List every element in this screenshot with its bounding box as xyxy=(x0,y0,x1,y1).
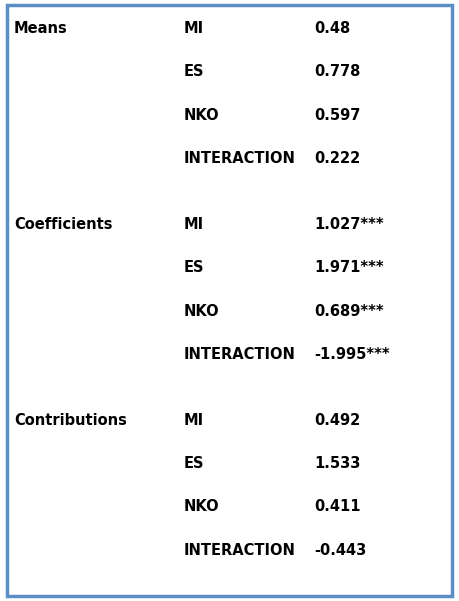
Text: MI: MI xyxy=(184,217,204,232)
Text: 0.48: 0.48 xyxy=(314,21,351,36)
Text: ES: ES xyxy=(184,260,204,275)
Text: INTERACTION: INTERACTION xyxy=(184,543,296,558)
Text: INTERACTION: INTERACTION xyxy=(184,151,296,166)
Text: MI: MI xyxy=(184,21,204,36)
Text: NKO: NKO xyxy=(184,499,219,514)
Text: Means: Means xyxy=(14,21,67,36)
Text: 1.971***: 1.971*** xyxy=(314,260,384,275)
Text: 1.027***: 1.027*** xyxy=(314,217,384,232)
Text: 0.222: 0.222 xyxy=(314,151,361,166)
Text: 0.492: 0.492 xyxy=(314,413,361,428)
Text: 0.778: 0.778 xyxy=(314,64,361,79)
Text: 0.597: 0.597 xyxy=(314,108,361,123)
Text: 1.533: 1.533 xyxy=(314,456,361,471)
Text: NKO: NKO xyxy=(184,108,219,123)
Text: ES: ES xyxy=(184,64,204,79)
Text: NKO: NKO xyxy=(184,304,219,319)
Text: MI: MI xyxy=(184,413,204,428)
Text: Coefficients: Coefficients xyxy=(14,217,112,232)
Text: -1.995***: -1.995*** xyxy=(314,347,390,362)
Text: INTERACTION: INTERACTION xyxy=(184,347,296,362)
Text: 0.411: 0.411 xyxy=(314,499,361,514)
Text: 0.689***: 0.689*** xyxy=(314,304,384,319)
Text: -0.443: -0.443 xyxy=(314,543,367,558)
Text: Contributions: Contributions xyxy=(14,413,127,428)
Text: ES: ES xyxy=(184,456,204,471)
